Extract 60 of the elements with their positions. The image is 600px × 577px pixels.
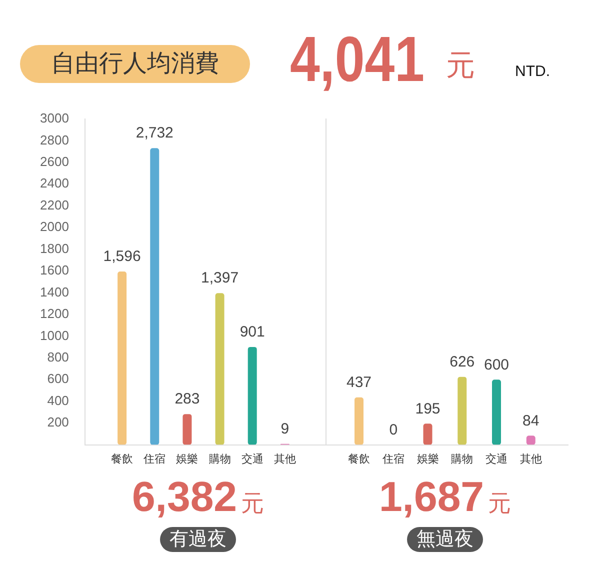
x-axis-title: 無過夜 <box>416 529 474 550</box>
text: 元 <box>488 490 512 516</box>
text: 元 <box>241 490 264 516</box>
data-label: 437 <box>346 374 372 391</box>
y-tick-label: 2600 <box>40 154 69 170</box>
x-tick-label: 餐飲 <box>111 453 134 466</box>
x-tick-label: 購物 <box>208 452 231 466</box>
text: 1,687 <box>378 473 484 520</box>
data-label: 1,397 <box>201 270 239 287</box>
data-label: 626 <box>450 353 475 370</box>
bar <box>354 397 364 445</box>
x-axis-title: 有過夜 <box>170 529 226 550</box>
y-tick-label: 1600 <box>40 262 69 278</box>
data-label: 195 <box>415 400 440 418</box>
y-tick-label: 2000 <box>40 219 69 234</box>
x-tick-label: 交通 <box>241 452 264 466</box>
x-tick-label: 娛樂 <box>176 452 198 466</box>
data-label: 84 <box>522 412 540 430</box>
y-tick-label: 800 <box>47 350 69 364</box>
y-tick-label: 2800 <box>40 132 69 148</box>
y-tick-label: 1200 <box>40 306 69 322</box>
y-tick-label: 1800 <box>40 240 69 256</box>
y-tick-label: 2200 <box>40 197 69 212</box>
y-tick-label: 400 <box>47 392 69 408</box>
data-label: 1,596 <box>103 248 141 266</box>
data-label: 283 <box>174 390 200 408</box>
badge: 自由行人均消費 <box>20 45 250 83</box>
data-label: 0 <box>389 421 398 438</box>
x-tick-label: 住宿 <box>382 452 404 466</box>
bar <box>248 346 257 445</box>
data-label: 600 <box>484 356 510 374</box>
bar <box>423 424 432 445</box>
text: 4,041 <box>290 23 425 95</box>
y-tick-label: 200 <box>47 414 69 430</box>
y-tick-label: 600 <box>47 371 69 386</box>
y-tick-label: 2400 <box>40 176 69 191</box>
x-tick-label: 購物 <box>451 452 474 466</box>
text: 元 <box>446 50 475 82</box>
data-label: 2,732 <box>136 124 174 142</box>
x-tick-label: 娛樂 <box>416 452 439 466</box>
text: NTD. <box>515 63 550 80</box>
badge: 無過夜 <box>407 527 483 552</box>
bar <box>215 293 224 445</box>
bar <box>118 271 127 445</box>
data-label: 9 <box>280 420 290 438</box>
y-tick-label: 3000 <box>40 110 69 126</box>
x-tick-label: 其他 <box>520 452 542 466</box>
y-tick-label: 1400 <box>40 284 69 300</box>
x-tick-label: 住宿 <box>144 452 166 466</box>
bar <box>182 414 192 445</box>
bar <box>150 148 160 445</box>
x-tick-label: 交通 <box>486 452 508 466</box>
y-tick-label: 1000 <box>40 328 69 343</box>
x-tick-label: 其他 <box>274 452 296 466</box>
x-tick-label: 餐飲 <box>348 453 370 466</box>
bar <box>492 380 501 445</box>
bar <box>458 376 467 445</box>
data-label: 901 <box>240 324 265 341</box>
badge: 有過夜 <box>160 527 236 552</box>
text: 6,382 <box>132 473 238 520</box>
